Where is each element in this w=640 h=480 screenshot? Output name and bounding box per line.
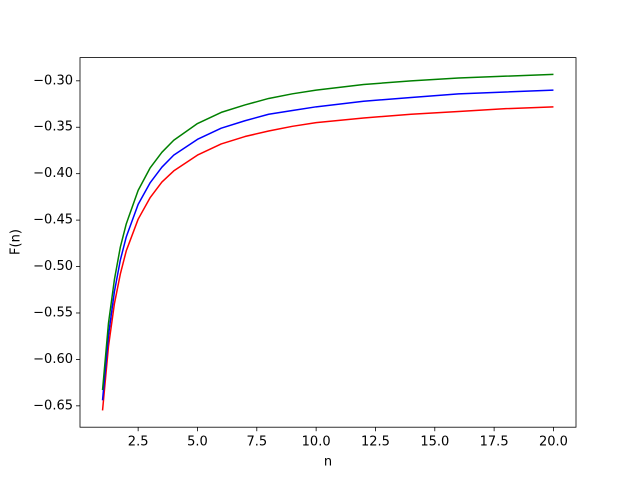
y-tick-label: −0.30 bbox=[33, 73, 73, 88]
line-series bbox=[101, 106, 554, 411]
y-tick-label: −0.55 bbox=[33, 305, 73, 320]
line-series bbox=[101, 89, 554, 401]
x-tick-label: 17.5 bbox=[480, 435, 509, 450]
x-axis-label: n bbox=[324, 455, 332, 470]
x-tick-label: 5.0 bbox=[187, 435, 208, 450]
line-series bbox=[101, 73, 554, 391]
x-tick-label: 20.0 bbox=[539, 435, 568, 450]
x-tick-label: 7.5 bbox=[246, 435, 267, 450]
x-tick-label: 15.0 bbox=[420, 435, 449, 450]
y-tick-label: −0.40 bbox=[33, 166, 73, 181]
x-tick-label: 2.5 bbox=[128, 435, 149, 450]
y-tick-label: −0.65 bbox=[33, 398, 73, 413]
y-tick-label: −0.50 bbox=[33, 259, 73, 274]
plot-frame bbox=[79, 57, 577, 428]
x-tick-label: 10.0 bbox=[302, 435, 331, 450]
y-tick-label: −0.35 bbox=[33, 120, 73, 135]
y-tick-label: −0.45 bbox=[33, 213, 73, 228]
y-axis-label: F(n) bbox=[9, 229, 24, 255]
y-tick-label: −0.60 bbox=[33, 352, 73, 367]
x-tick-label: 12.5 bbox=[361, 435, 390, 450]
